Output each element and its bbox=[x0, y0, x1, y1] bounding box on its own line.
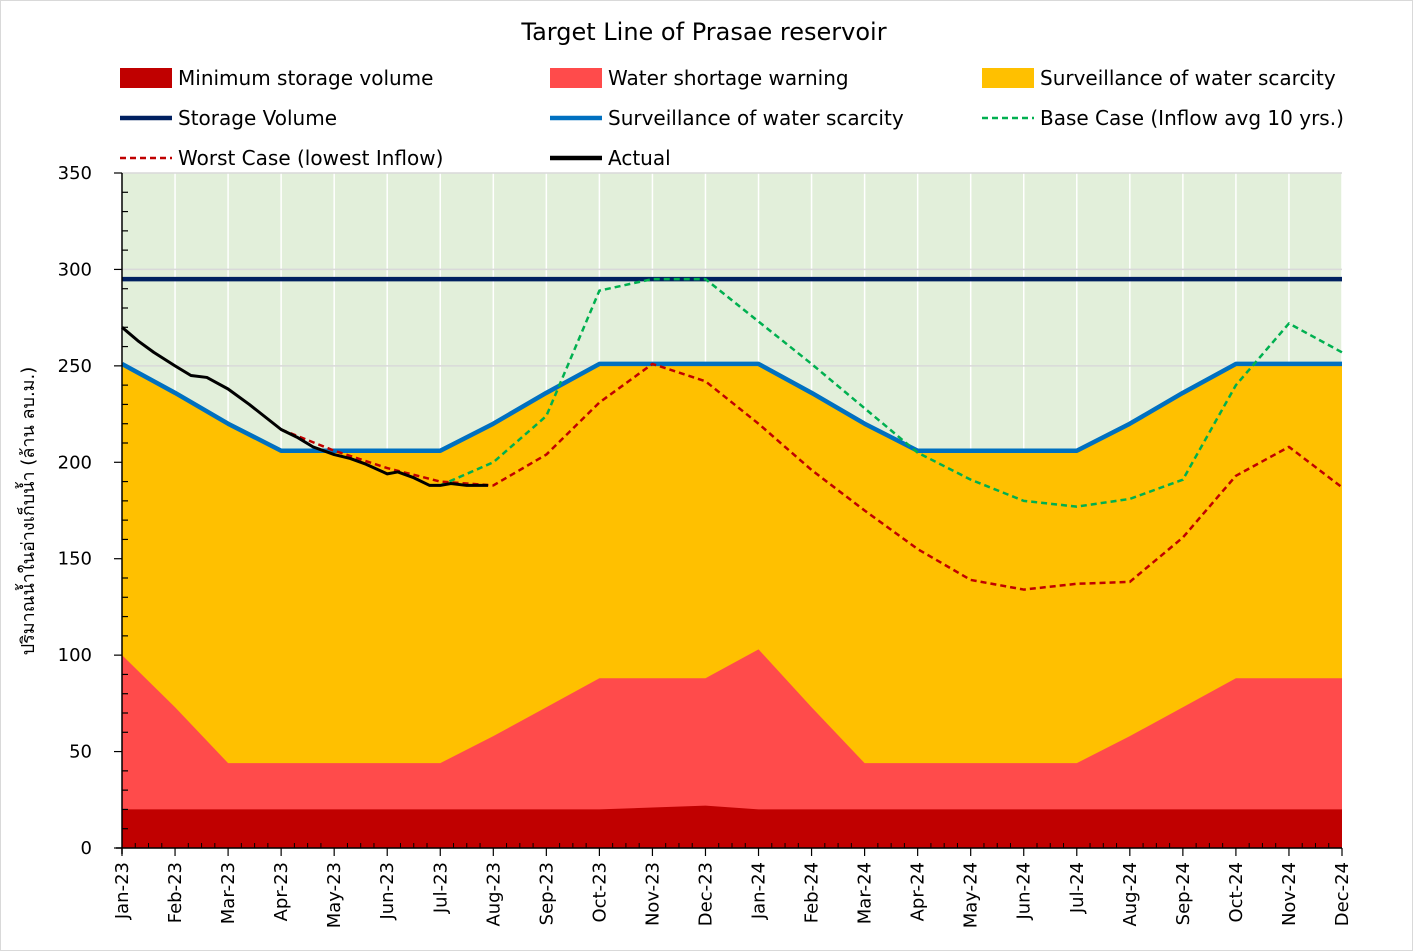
x-tick-label: Oct-23 bbox=[589, 862, 610, 923]
x-tick-label: Feb-24 bbox=[802, 862, 823, 923]
x-tick-label: Nov-24 bbox=[1279, 862, 1300, 926]
y-tick-label: 0 bbox=[81, 838, 92, 859]
legend-item: Water shortage warning bbox=[550, 66, 849, 90]
legend: Minimum storage volume Water shortage war… bbox=[120, 66, 1344, 170]
legend-label: Worst Case (lowest Inflow) bbox=[178, 146, 443, 170]
legend-item: Minimum storage volume bbox=[120, 66, 433, 90]
line-actual bbox=[121, 326, 488, 487]
legend-item: Storage Volume bbox=[120, 106, 337, 130]
legend-label: Surveillance of water scarcity bbox=[1040, 66, 1336, 90]
x-tick-label: Dec-23 bbox=[695, 862, 716, 926]
legend-label: Actual bbox=[608, 146, 671, 170]
x-tick-label: Feb-23 bbox=[165, 862, 186, 923]
x-tick-label: Nov-23 bbox=[642, 862, 663, 926]
x-tick-label: Oct-24 bbox=[1226, 862, 1247, 923]
x-tick-label: Aug-23 bbox=[483, 862, 504, 927]
legend-label: Water shortage warning bbox=[608, 66, 849, 90]
x-tick-label: Apr-23 bbox=[271, 862, 292, 921]
y-tick-label: 350 bbox=[58, 163, 92, 184]
x-tick-label: Jan-23 bbox=[112, 862, 133, 920]
x-tick-label: May-23 bbox=[324, 862, 345, 928]
x-tick-label: Jul-23 bbox=[430, 862, 451, 914]
legend-item: Base Case (Inflow avg 10 yrs.) bbox=[982, 106, 1344, 130]
x-tick-label: Jul-24 bbox=[1067, 862, 1088, 914]
x-tick-label: Mar-24 bbox=[855, 862, 876, 924]
line-base-case-inflow-avg-10-yrs- bbox=[439, 277, 1343, 508]
y-tick-label: 150 bbox=[58, 549, 92, 570]
x-tick-label: Jan-24 bbox=[749, 862, 770, 920]
x-tick-label: Apr-24 bbox=[908, 862, 929, 921]
chart-title: Target Line of Prasae reservoir bbox=[520, 18, 886, 46]
y-axis-label: ปริมาณน้ำในอ่างเก็บน้ำ (ล้าน ลบ.ม.) bbox=[15, 367, 39, 656]
x-tick-label: Aug-24 bbox=[1120, 862, 1141, 927]
x-tick-label: Mar-23 bbox=[218, 862, 239, 924]
y-tick-label: 300 bbox=[58, 259, 92, 280]
x-tick-label: Sep-23 bbox=[536, 862, 557, 925]
legend-label: Surveillance of water scarcity bbox=[608, 106, 904, 130]
legend-item: Actual bbox=[550, 146, 671, 170]
x-tick-label: Jun-24 bbox=[1014, 862, 1035, 921]
y-tick-label: 250 bbox=[58, 356, 92, 377]
x-tick-label: May-24 bbox=[961, 862, 982, 928]
legend-label: Base Case (Inflow avg 10 yrs.) bbox=[1040, 106, 1344, 130]
area-minimum-storage-volume bbox=[122, 805, 1342, 848]
y-tick-label: 100 bbox=[58, 645, 92, 666]
legend-label: Storage Volume bbox=[178, 106, 337, 130]
x-tick-label: Sep-24 bbox=[1173, 862, 1194, 925]
legend-item: Surveillance of water scarcity bbox=[550, 106, 904, 130]
legend-label: Minimum storage volume bbox=[178, 66, 433, 90]
area-water-shortage-warning bbox=[122, 649, 1342, 848]
legend-item: Surveillance of water scarcity bbox=[982, 66, 1336, 90]
legend-swatch bbox=[120, 68, 172, 88]
legend-item: Worst Case (lowest Inflow) bbox=[120, 146, 443, 170]
y-tick-label: 200 bbox=[58, 452, 92, 473]
legend-swatch bbox=[982, 68, 1034, 88]
x-tick-label: Dec-24 bbox=[1332, 862, 1353, 926]
plot-area: 0 50 100 150 200 250 300 350 Jan-23 Feb-23 Mar-23 A… bbox=[58, 163, 1353, 928]
x-tick-label: Jun-23 bbox=[377, 862, 398, 921]
y-tick-label: 50 bbox=[69, 742, 92, 763]
legend-swatch bbox=[550, 68, 602, 88]
